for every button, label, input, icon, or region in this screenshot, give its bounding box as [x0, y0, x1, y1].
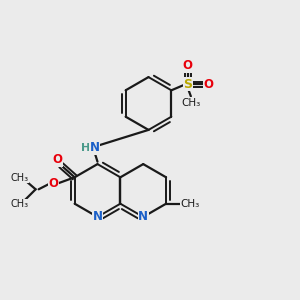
Text: N: N: [138, 210, 148, 224]
Text: N: N: [92, 210, 103, 224]
Text: CH₃: CH₃: [11, 199, 29, 209]
Text: S: S: [183, 78, 192, 91]
Text: CH₃: CH₃: [11, 173, 29, 183]
Text: O: O: [52, 153, 62, 167]
Text: CH₃: CH₃: [181, 199, 200, 209]
Text: CH₃: CH₃: [182, 98, 201, 108]
Text: O: O: [183, 59, 193, 73]
Text: H: H: [81, 142, 90, 153]
Text: N: N: [89, 141, 100, 154]
Text: O: O: [49, 177, 58, 190]
Text: O: O: [203, 78, 213, 91]
